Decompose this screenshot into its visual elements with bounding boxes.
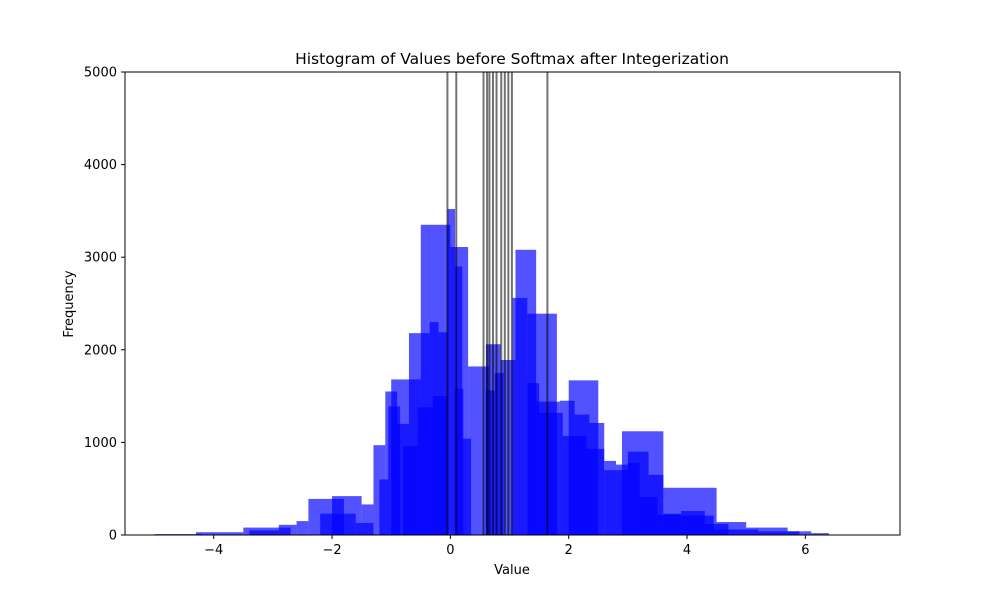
- x-tick-label: −2: [322, 543, 341, 558]
- y-axis-label: Frequency: [62, 270, 77, 337]
- histogram-bar-s3-13: [527, 383, 540, 535]
- histogram-bar-s3-9: [455, 388, 464, 535]
- histogram-bar-s3-19: [639, 497, 658, 535]
- histogram-bar-s3-14: [539, 412, 563, 535]
- chart-title: Histogram of Values before Softmax after…: [295, 50, 729, 68]
- histogram-bar-s1-1: [195, 532, 244, 535]
- histogram-bar-s3-6: [403, 446, 418, 535]
- histogram-bar-s2-8: [397, 423, 409, 535]
- histogram-bar-s3-1: [249, 530, 279, 535]
- x-tick-label: 6: [801, 543, 809, 558]
- x-tick-label: −4: [204, 543, 223, 558]
- histogram-bar-s3-12: [512, 297, 528, 535]
- histogram-bar-s3-5: [388, 406, 401, 535]
- y-tick-label: 4000: [84, 158, 117, 173]
- x-tick-label: 2: [565, 543, 573, 558]
- histogram-bar-s3-20: [657, 514, 682, 535]
- x-axis: −4 −2 0 2 4 6: [204, 535, 809, 558]
- histogram-bar-s2-5: [361, 504, 374, 535]
- histogram-bar-s2-2: [278, 524, 297, 535]
- y-tick-label: 5000: [84, 66, 117, 81]
- histogram-bar-s3-23: [758, 531, 800, 535]
- histogram-bar-s3-3: [355, 522, 374, 535]
- x-tick-label: 4: [683, 543, 691, 558]
- histogram-bar-s3-16: [586, 448, 605, 535]
- y-axis: 0 1000 2000 3000 4000 5000: [84, 66, 125, 544]
- x-tick-label: 0: [446, 543, 454, 558]
- y-tick-label: 2000: [84, 343, 117, 358]
- histogram-bar-s3-4: [379, 479, 389, 535]
- plot-frame: [124, 71, 901, 536]
- y-tick-label: 1000: [84, 436, 117, 451]
- histogram-bar-s3-7: [417, 407, 433, 535]
- y-tick-label: 3000: [84, 251, 117, 266]
- histogram-bar-s3-22: [713, 529, 759, 535]
- histogram-bar-s2-12: [447, 209, 456, 535]
- histogram-bar-s3-11: [494, 372, 504, 535]
- histogram-bar-s2-30: [811, 533, 830, 535]
- histogram-bar-s3-2: [320, 513, 356, 535]
- histogram-bar-s2-14: [462, 438, 472, 535]
- histogram-bar-s3-18: [627, 462, 640, 535]
- x-axis-label: Value: [494, 563, 530, 578]
- histogram-bar-s3-21: [681, 515, 714, 535]
- histogram-bar-s3-15: [562, 435, 587, 535]
- histogram-bar-s3-8: [432, 396, 448, 535]
- histogram-bar-s1-7: [468, 366, 489, 535]
- histogram-bar-s2-3: [296, 521, 309, 535]
- histogram-bar-s3-17: [604, 470, 628, 535]
- vertical-lines-layer: [446, 72, 549, 535]
- y-tick-label: 0: [109, 529, 117, 544]
